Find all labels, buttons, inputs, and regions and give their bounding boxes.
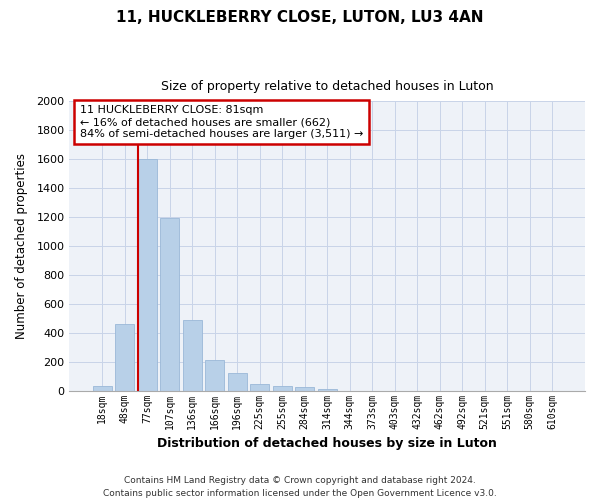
Y-axis label: Number of detached properties: Number of detached properties — [15, 153, 28, 339]
Bar — [295, 388, 314, 390]
Bar — [205, 360, 224, 390]
Text: 11 HUCKLEBERRY CLOSE: 81sqm
← 16% of detached houses are smaller (662)
84% of se: 11 HUCKLEBERRY CLOSE: 81sqm ← 16% of det… — [80, 106, 363, 138]
Bar — [250, 384, 269, 390]
Text: 11, HUCKLEBERRY CLOSE, LUTON, LU3 4AN: 11, HUCKLEBERRY CLOSE, LUTON, LU3 4AN — [116, 10, 484, 25]
Title: Size of property relative to detached houses in Luton: Size of property relative to detached ho… — [161, 80, 493, 93]
Bar — [272, 386, 292, 390]
Bar — [115, 324, 134, 390]
Bar — [138, 159, 157, 390]
Bar — [317, 389, 337, 390]
Bar — [160, 218, 179, 390]
Bar — [93, 386, 112, 390]
Bar — [227, 374, 247, 390]
Bar — [182, 320, 202, 390]
X-axis label: Distribution of detached houses by size in Luton: Distribution of detached houses by size … — [157, 437, 497, 450]
Text: Contains HM Land Registry data © Crown copyright and database right 2024.
Contai: Contains HM Land Registry data © Crown c… — [103, 476, 497, 498]
